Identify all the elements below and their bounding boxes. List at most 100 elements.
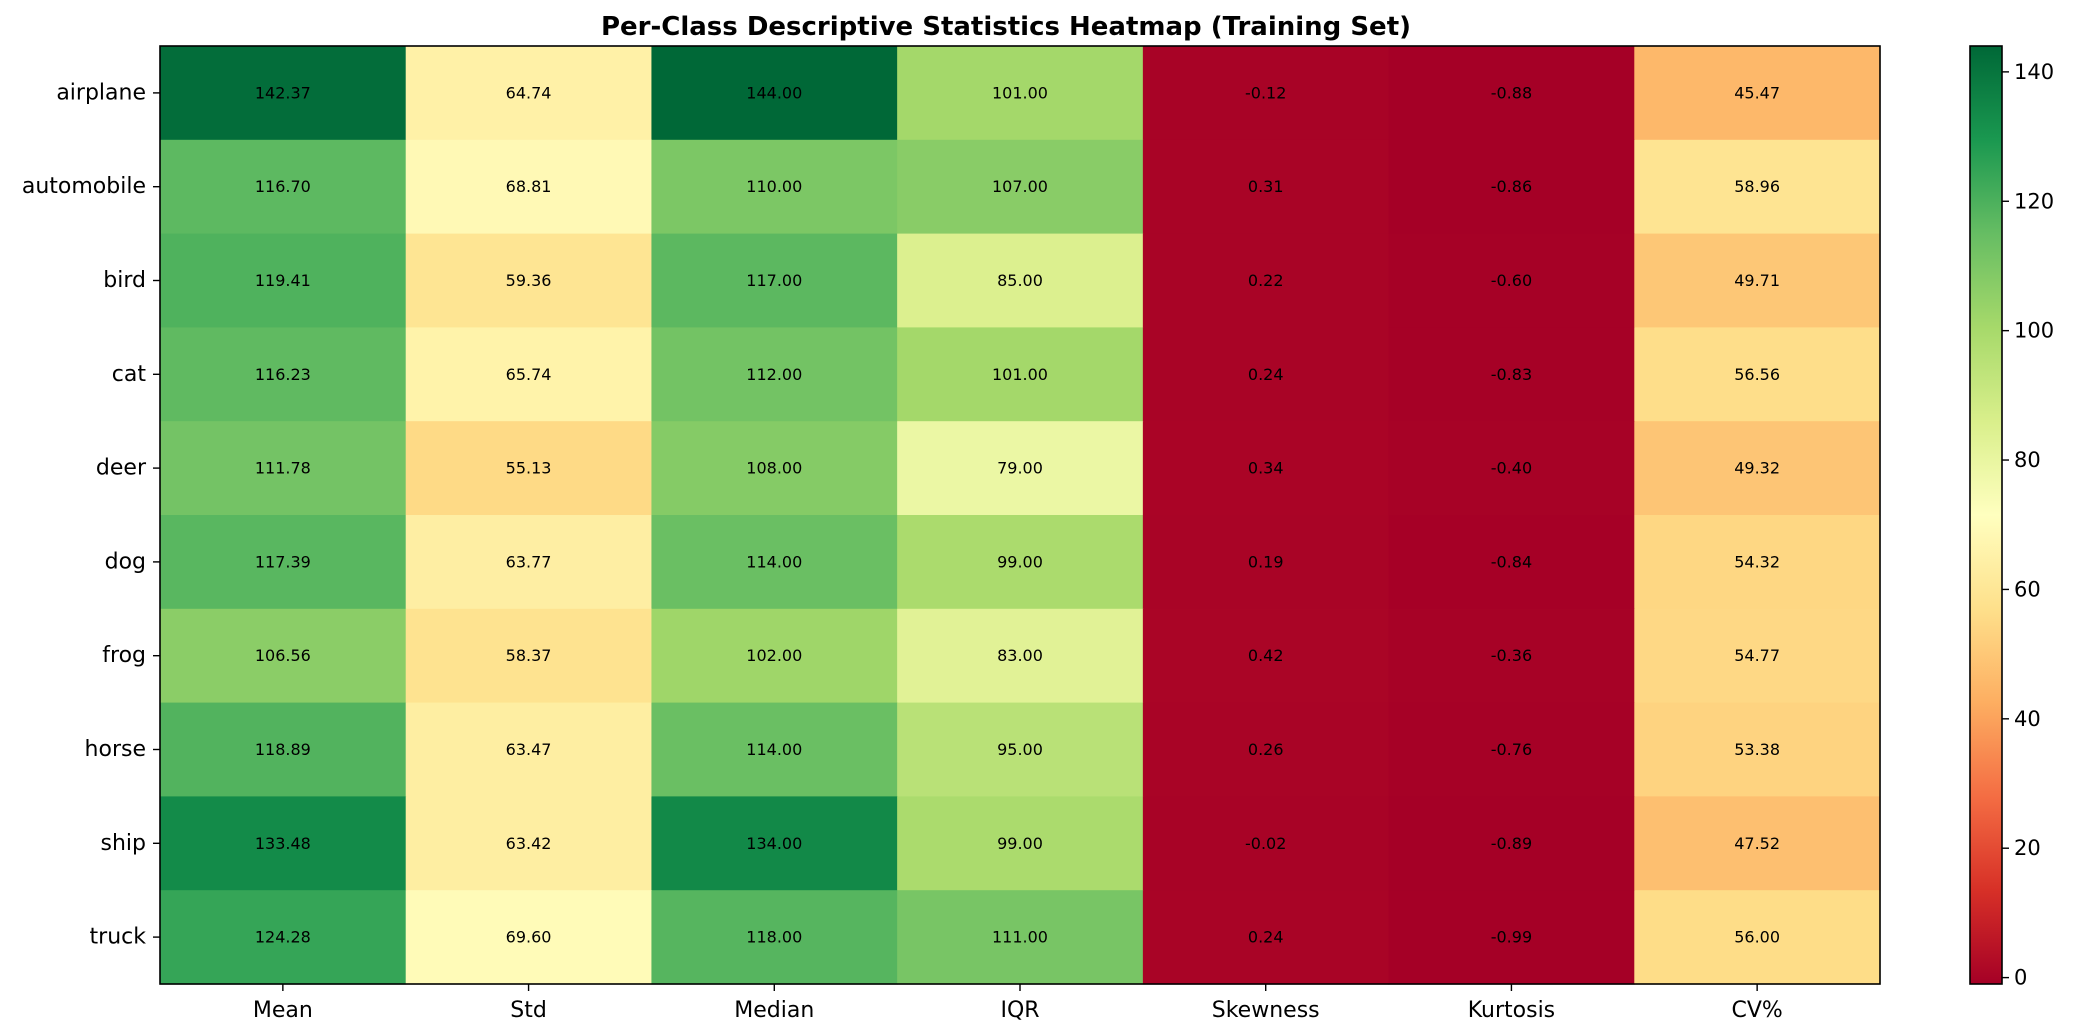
heatmap-cell-automobile-cvpct [1634, 139, 1881, 235]
cell-value-label: 47.52 [1734, 834, 1780, 853]
heatmap-cell-dog-kurtosis [1388, 515, 1635, 610]
cell-value-label: 108.00 [746, 459, 802, 478]
cell-value-label: 56.56 [1734, 365, 1780, 384]
heatmap-cell-truck-kurtosis [1388, 890, 1635, 985]
heatmap-cell-frog-median [651, 608, 898, 704]
cell-value-label: 49.32 [1734, 459, 1780, 478]
y-tick-label: dog [105, 549, 146, 574]
heatmap-cell-airplane-skewness [1142, 46, 1390, 141]
cell-value-label: 114.00 [746, 740, 802, 759]
heatmap-cell-truck-mean [160, 890, 407, 985]
colorbar-tick-label: 40 [2014, 707, 2041, 731]
cell-value-label: 116.23 [255, 365, 311, 384]
heatmap-cell-frog-kurtosis [1388, 608, 1635, 704]
y-tick-label: automobile [22, 174, 146, 199]
cell-value-label: 118.89 [255, 740, 311, 759]
cell-value-label: 111.78 [255, 459, 311, 478]
x-tick-label: Median [734, 998, 814, 1023]
cell-value-label: 0.26 [1248, 740, 1284, 759]
heatmap-cell-deer-iqr [897, 421, 1144, 516]
heatmap-cell-automobile-skewness [1142, 139, 1390, 235]
y-tick-label: truck [90, 925, 147, 950]
heatmap-cell-truck-std [405, 890, 653, 985]
cell-value-label: 0.22 [1248, 271, 1284, 290]
cell-value-label: 107.00 [992, 177, 1048, 196]
cell-value-label: 101.00 [992, 83, 1048, 102]
heatmap-cell-cat-kurtosis [1388, 327, 1635, 422]
cell-value-label: -0.76 [1491, 740, 1532, 759]
heatmap-cell-truck-skewness [1142, 890, 1390, 985]
cell-value-label: 117.00 [746, 271, 802, 290]
heatmap-cell-truck-cvpct [1634, 890, 1881, 985]
chart-title: Per-Class Descriptive Statistics Heatmap… [601, 12, 1411, 42]
cell-value-label: 54.77 [1734, 646, 1780, 665]
cell-value-label: 101.00 [992, 365, 1048, 384]
y-tick-label: deer [96, 456, 147, 481]
heatmap-cell-airplane-iqr [897, 46, 1144, 141]
cell-value-label: -0.83 [1491, 365, 1532, 384]
cell-value-label: 114.00 [746, 552, 802, 571]
heatmap-cell-frog-skewness [1142, 608, 1390, 704]
heatmap-cells [160, 46, 1881, 985]
cell-value-label: -0.02 [1245, 834, 1286, 853]
heatmap-cell-automobile-median [651, 139, 898, 235]
cell-value-label: 49.71 [1734, 271, 1780, 290]
cell-value-label: 102.00 [746, 646, 802, 665]
heatmap-cell-deer-skewness [1142, 421, 1390, 516]
cell-value-label: -0.12 [1245, 83, 1286, 102]
heatmap-cell-ship-std [405, 796, 653, 891]
heatmap-cell-cat-skewness [1142, 327, 1390, 422]
cell-value-label: 99.00 [997, 834, 1043, 853]
cell-value-label: 117.39 [255, 552, 311, 571]
cell-value-label: 63.47 [506, 740, 552, 759]
cell-value-label: 54.32 [1734, 552, 1780, 571]
x-tick-label: Std [510, 998, 547, 1023]
heatmap-cell-cat-std [405, 327, 653, 422]
heatmap-cell-automobile-kurtosis [1388, 139, 1635, 235]
heatmap-cell-horse-std [405, 702, 653, 797]
cell-value-label: 110.00 [746, 177, 802, 196]
colorbar-tick-label: 140 [2014, 60, 2054, 84]
heatmap-cell-cat-cvpct [1634, 327, 1881, 422]
cell-value-label: 59.36 [506, 271, 552, 290]
heatmap-cell-ship-median [651, 796, 898, 891]
heatmap-cell-deer-mean [160, 421, 407, 516]
cell-value-label: 79.00 [997, 459, 1043, 478]
cell-value-label: 0.34 [1248, 459, 1284, 478]
colorbar-tick-label: 60 [2014, 577, 2041, 601]
cell-value-label: 111.00 [992, 928, 1048, 947]
cell-value-label: 99.00 [997, 552, 1043, 571]
colorbar-tick-label: 120 [2014, 189, 2054, 213]
cell-value-label: 133.48 [255, 834, 311, 853]
heatmap-cell-cat-median [651, 327, 898, 422]
heatmap-cell-airplane-std [405, 46, 653, 141]
cell-value-label: 85.00 [997, 271, 1043, 290]
cell-value-label: 83.00 [997, 646, 1043, 665]
heatmap-cell-dog-iqr [897, 515, 1144, 610]
x-axis: Mean Std Median IQR Skewness Kurtosis CV% [253, 984, 1783, 1023]
heatmap-cell-bird-mean [160, 233, 407, 328]
heatmap-cell-horse-iqr [897, 702, 1144, 797]
y-tick-label: bird [103, 268, 146, 293]
heatmap-cell-airplane-kurtosis [1388, 46, 1635, 141]
heatmap-cell-bird-iqr [897, 233, 1144, 328]
heatmap-cell-cat-iqr [897, 327, 1144, 422]
x-tick-label: Mean [253, 998, 313, 1023]
cell-value-label: 45.47 [1734, 83, 1780, 102]
cell-value-label: 124.28 [255, 928, 311, 947]
heatmap-cell-horse-kurtosis [1388, 702, 1635, 797]
cell-value-label: -0.60 [1491, 271, 1532, 290]
cell-value-label: 63.77 [506, 552, 552, 571]
x-tick-label: CV% [1731, 998, 1782, 1023]
cell-value-label: 142.37 [255, 83, 311, 102]
x-tick-label: Skewness [1212, 998, 1320, 1023]
cell-value-label: -0.88 [1491, 83, 1532, 102]
cell-value-label: 55.13 [506, 459, 552, 478]
cell-value-label: -0.40 [1491, 459, 1532, 478]
cell-value-label: 63.42 [506, 834, 552, 853]
cell-value-label: 58.37 [506, 646, 552, 665]
cell-value-label: 119.41 [255, 271, 311, 290]
colorbar-tick-label: 80 [2014, 448, 2041, 472]
colorbar-tick-label: 100 [2014, 319, 2054, 343]
